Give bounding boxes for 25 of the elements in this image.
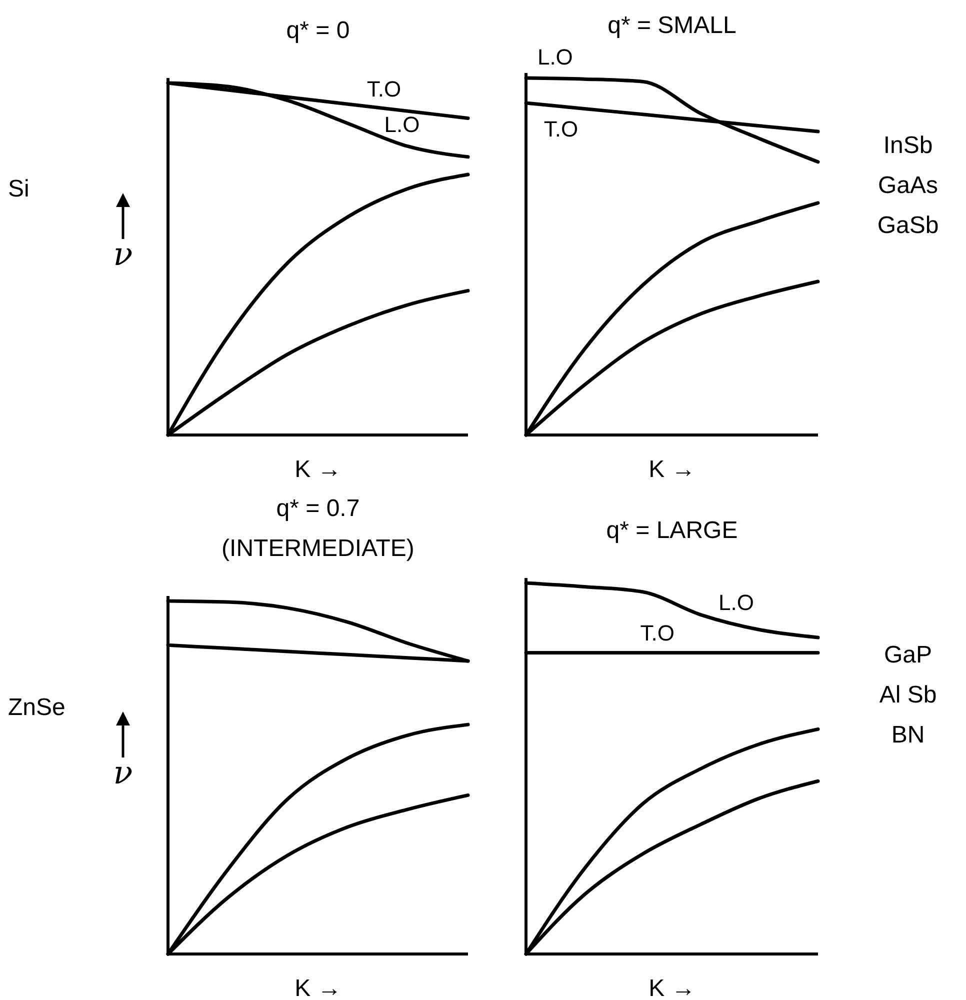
series-label: L.O (384, 112, 420, 138)
text: BN (891, 721, 925, 748)
text: InSb (883, 132, 933, 160)
text: ZnSe (8, 694, 66, 721)
x-axis-title: K → (648, 456, 696, 483)
series-label: L.O (537, 44, 573, 70)
chart-title: q* = 0 (286, 17, 350, 44)
text: Al Sb (879, 681, 937, 708)
text: Si (8, 176, 30, 203)
text: GaP (884, 641, 932, 668)
x-axis-title: K → (294, 975, 342, 1000)
series-label: T.O (544, 116, 578, 142)
y-axis-title: ν (113, 754, 133, 792)
text: GaSb (877, 212, 939, 240)
series-label: T.O (366, 76, 402, 102)
x-axis-title: K → (648, 975, 696, 1000)
chart-title: q* = 0.7 (276, 495, 360, 522)
chart-subtitle: (INTERMEDIATE) (222, 535, 414, 562)
chart-title: q* = LARGE (606, 517, 738, 544)
text: GaAs (878, 172, 938, 200)
y-axis-title: ν (113, 235, 133, 273)
series-label: L.O (718, 590, 754, 615)
x-axis-title: K → (294, 456, 342, 483)
chart-title: q* = SMALL (608, 12, 736, 39)
series-label: T.O (640, 620, 675, 646)
